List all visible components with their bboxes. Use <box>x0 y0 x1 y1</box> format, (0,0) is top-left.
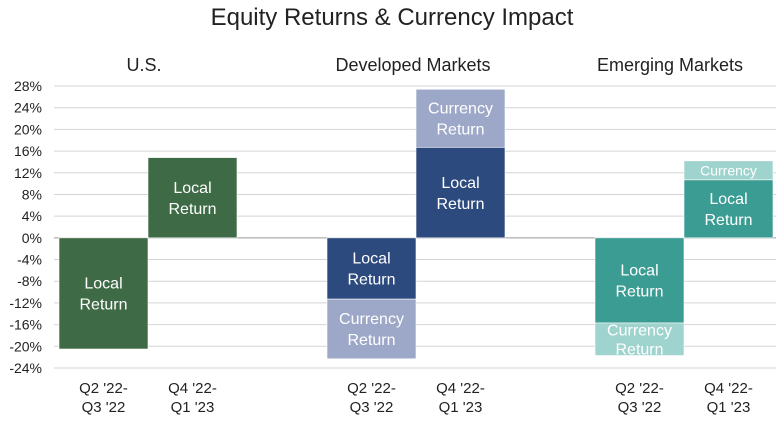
bar-segment-label: Currency <box>428 101 493 118</box>
bar-segment-label: Local <box>173 180 211 197</box>
y-tick-label: -4% <box>17 252 42 268</box>
bar-segment-label: Currency <box>339 311 404 328</box>
bar-segment-label: Return <box>436 122 484 139</box>
bar-segment <box>415 88 506 148</box>
x-category-label: Q4 '22- <box>704 380 753 397</box>
x-category-label: Q3 '22 <box>350 399 394 416</box>
y-tick-label: 12% <box>14 165 42 181</box>
bar-segment <box>683 179 774 239</box>
x-category-label: Q4 '22- <box>168 380 217 397</box>
x-category-label: Q3 '22 <box>82 399 126 416</box>
y-tick-label: 4% <box>22 208 42 224</box>
x-category-label: Q2 '22- <box>79 380 128 397</box>
bar-segment-label: Return <box>168 201 216 218</box>
bar-segment <box>594 237 685 324</box>
x-category-label: Q1 '23 <box>171 399 215 416</box>
y-tick-label: -24% <box>9 360 42 376</box>
y-tick-label: -20% <box>9 338 42 354</box>
x-category-label: Q1 '23 <box>439 399 483 416</box>
bar-segment-label: Local <box>709 191 747 208</box>
bar-segment-label: Return <box>436 196 484 213</box>
bar-segment-label: Local <box>84 276 122 293</box>
bar-segment-label: Return <box>615 342 663 359</box>
bar-segment <box>58 237 149 350</box>
bar-segment <box>415 146 506 239</box>
bar-segment <box>683 160 774 181</box>
y-tick-label: -16% <box>9 317 42 333</box>
bar-segment-label: Return <box>615 284 663 301</box>
y-tick-label: 8% <box>22 186 42 202</box>
bar-segment <box>326 237 417 300</box>
bar-segment-label: Local <box>352 251 390 268</box>
y-tick-label: 0% <box>22 230 42 246</box>
bar-segment-label: Return <box>347 272 395 289</box>
x-category-label: Q1 '23 <box>707 399 751 416</box>
y-tick-label: -12% <box>9 295 42 311</box>
group-title-us: U.S. <box>126 55 162 75</box>
bar-segment-label: Local <box>620 263 658 280</box>
bar-segment-label: Currency <box>607 323 672 340</box>
bar-segment-label: Currency <box>700 162 757 178</box>
x-category-label: Q4 '22- <box>436 380 485 397</box>
bar-segment-label: Return <box>704 212 752 229</box>
chart-title: Equity Returns & Currency Impact <box>210 4 574 31</box>
bar-segment <box>594 322 685 356</box>
bar-segment <box>326 298 417 360</box>
y-tick-label: -8% <box>17 273 42 289</box>
bar-segment-label: Local <box>441 175 479 192</box>
y-tick-label: 24% <box>14 100 42 116</box>
bar-segment <box>147 157 238 239</box>
x-category-label: Q3 '22 <box>618 399 662 416</box>
bar-segment-label: Return <box>79 297 127 314</box>
y-tick-label: 16% <box>14 143 42 159</box>
bar-segment-label: Return <box>347 332 395 349</box>
group-title-emerging: Emerging Markets <box>596 55 744 75</box>
group-title-developed: Developed Markets <box>335 55 491 75</box>
x-category-label: Q2 '22- <box>615 380 664 397</box>
y-tick-label: 28% <box>14 78 42 94</box>
x-category-label: Q2 '22- <box>347 380 396 397</box>
y-tick-label: 20% <box>14 121 42 137</box>
